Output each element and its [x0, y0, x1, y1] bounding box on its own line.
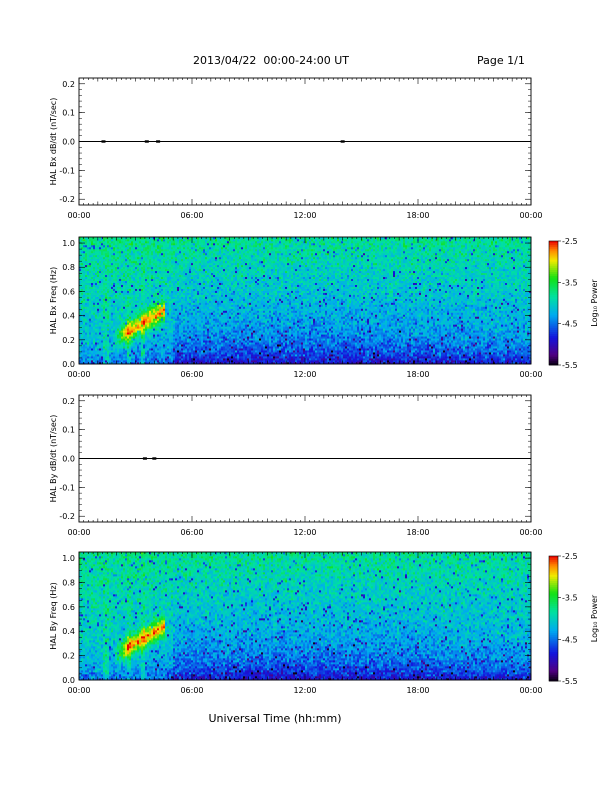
y-tick-label: 0.2 [62, 652, 75, 661]
data-point [101, 140, 105, 142]
x-tick-label: 00:00 [519, 211, 542, 220]
y-tick-label: 0.6 [62, 603, 75, 612]
x-tick-label: 00:00 [67, 211, 90, 220]
x-tick-label: 18:00 [406, 686, 429, 695]
y-tick-label: 0.2 [62, 80, 75, 89]
y-tick-label: 0.1 [62, 426, 75, 435]
colorbar-tick-label: -5.5 [562, 361, 578, 370]
x-tick-label: 18:00 [406, 211, 429, 220]
x-tick-label: 12:00 [293, 528, 316, 537]
colorbar-tick-label: -4.5 [562, 635, 578, 644]
colorbar-label: Log₁₀ Power [590, 594, 599, 642]
x-tick-label: 00:00 [519, 686, 542, 695]
colorbar-tick-label: -5.5 [562, 677, 578, 686]
spectrogram-panel-1: 1.0 0.8 0.6 0.4 0.2 0.0 HAL Bx Freq (Hz) 00:00 0… [49, 237, 599, 379]
colorbar: -2.5 -3.5 -4.5 -5.5 Log₁₀ Power [549, 552, 599, 686]
y-tick-label: 0.8 [62, 263, 75, 272]
data-point [145, 140, 149, 142]
y-tick-label: 0.0 [62, 138, 75, 147]
y-axis-label: HAL By Freq (Hz) [49, 582, 58, 649]
y-axis-label: HAL Bx Freq (Hz) [49, 267, 58, 334]
data-point [341, 140, 345, 142]
x-tick-label: 00:00 [519, 370, 542, 379]
x-tick-label: 12:00 [293, 211, 316, 220]
x-tick-label: 06:00 [180, 686, 203, 695]
colorbar-tick-label: -3.5 [562, 594, 578, 603]
x-tick-label: 06:00 [180, 370, 203, 379]
colorbar-tick-label: -4.5 [562, 320, 578, 329]
data-point [152, 457, 156, 459]
y-tick-label: 0.2 [62, 336, 75, 345]
y-tick-label: 0.0 [62, 455, 75, 464]
y-tick-label: 0.4 [62, 312, 75, 321]
colorbar-label: Log₁₀ Power [590, 279, 599, 327]
x-tick-label: 18:00 [406, 370, 429, 379]
y-tick-label: -0.1 [59, 166, 75, 175]
colorbar-tick-label: -2.5 [562, 237, 578, 246]
colorbar-tick-label: -3.5 [562, 278, 578, 287]
spectrogram-panel-3: 1.0 0.8 0.6 0.4 0.2 0.0 HAL By Freq (Hz) 00:00 0… [49, 552, 599, 695]
y-tick-label: -0.2 [59, 512, 75, 521]
x-tick-label: 06:00 [180, 211, 203, 220]
x-tick-label: 00:00 [67, 686, 90, 695]
x-tick-label: 06:00 [180, 528, 203, 537]
spectrogram-cells [79, 552, 531, 680]
y-axis-label: HAL By dB/dt (nT/sec) [49, 415, 58, 503]
colorbar-tick-label: -2.5 [562, 552, 578, 561]
y-tick-label: 1.0 [62, 554, 75, 563]
x-tick-label: 00:00 [67, 370, 90, 379]
y-tick-label: 0.4 [62, 627, 75, 636]
y-tick-label: -0.1 [59, 483, 75, 492]
x-tick-label: 12:00 [293, 686, 316, 695]
x-axis-label: Universal Time (hh:mm) [209, 712, 342, 725]
x-tick-label: 12:00 [293, 370, 316, 379]
y-axis-label: HAL Bx dB/dt (nT/sec) [49, 98, 58, 186]
y-tick-label: 1.0 [62, 239, 75, 248]
y-tick-label: 0.6 [62, 287, 75, 296]
colorbar: -2.5 -3.5 -4.5 -5.5 Log₁₀ Power [549, 237, 599, 370]
y-tick-label: 0.0 [62, 360, 75, 369]
spectrogram-cells [79, 237, 531, 364]
data-point [143, 457, 147, 459]
x-tick-label: 00:00 [67, 528, 90, 537]
y-tick-label: 0.1 [62, 109, 75, 118]
x-tick-label: 00:00 [519, 528, 542, 537]
y-tick-label: 0.0 [62, 676, 75, 685]
y-tick-label: 0.8 [62, 578, 75, 587]
x-tick-label: 18:00 [406, 528, 429, 537]
y-tick-label: -0.2 [59, 195, 75, 204]
data-point [156, 140, 160, 142]
y-tick-label: 0.2 [62, 397, 75, 406]
